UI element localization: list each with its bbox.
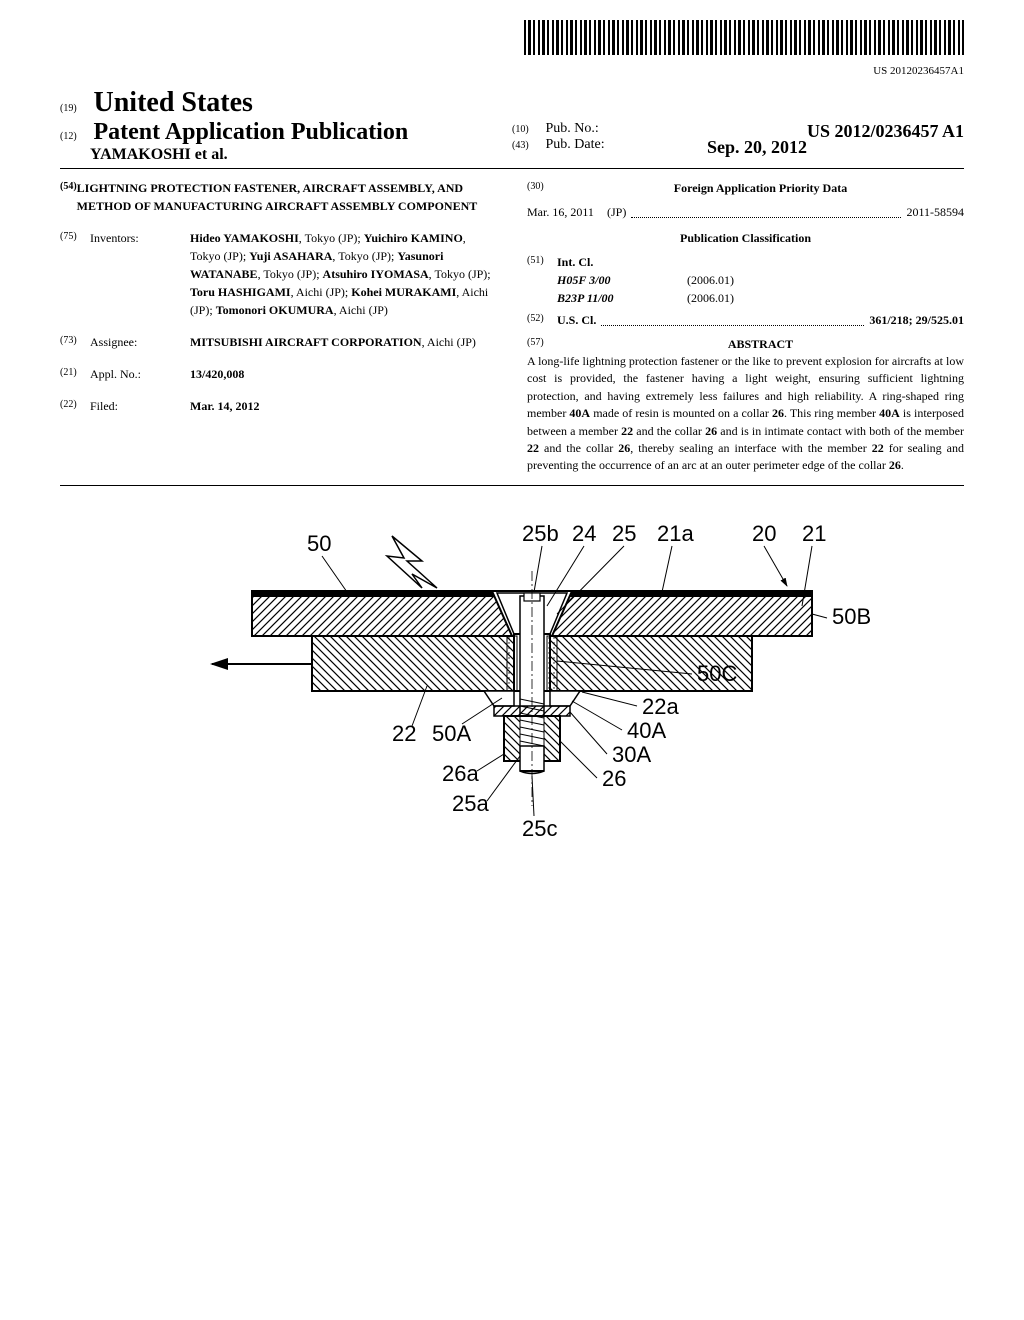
intcl-items: H05F 3/00 (2006.01) B23P 11/00 (2006.01)	[527, 271, 964, 307]
label-30A: 30A	[612, 742, 651, 767]
code-51: (51)	[527, 253, 557, 271]
abstract-header-row: (57) ABSTRACT	[527, 335, 964, 353]
left-column: (54) LIGHTNING PROTECTION FASTENER, AIRC…	[60, 179, 497, 475]
label-50: 50	[307, 531, 331, 556]
label-20: 20	[752, 521, 776, 546]
classification-header: Publication Classification	[527, 229, 964, 247]
barcode-graphic	[524, 20, 964, 55]
filed-date: Mar. 14, 2012	[190, 399, 260, 413]
dots-line	[631, 203, 901, 218]
country-line: (19) United States	[60, 87, 512, 119]
assignee-loc: , Aichi (JP)	[422, 335, 476, 349]
right-column: (30) Foreign Application Priority Data M…	[527, 179, 964, 475]
uscl-value: 361/218; 29/525.01	[869, 311, 964, 329]
code-19: (19)	[60, 103, 90, 114]
abstract-text: A long-life lightning protection fastene…	[527, 353, 964, 475]
label-25c: 25c	[522, 816, 557, 841]
assignee-value: MITSUBISHI AIRCRAFT CORPORATION, Aichi (…	[190, 333, 497, 351]
label-50B: 50B	[832, 604, 871, 629]
pub-no-line: (10) Pub. No.: US 2012/0236457 A1	[512, 121, 964, 137]
code-52: (52)	[527, 311, 557, 329]
appl-row: (21) Appl. No.: 13/420,008	[60, 365, 497, 383]
pub-date-label: Pub. Date:	[546, 137, 605, 152]
appl-value: 13/420,008	[190, 365, 497, 383]
invention-title: LIGHTNING PROTECTION FASTENER, AIRCRAFT …	[77, 179, 497, 215]
foreign-number: 2011-58594	[906, 203, 964, 221]
pub-type: Patent Application Publication	[94, 119, 409, 145]
label-40A: 40A	[627, 718, 666, 743]
figure-area: 50 25b 24 25 21a 20 21 50B 50C 22a 40A 3…	[60, 506, 964, 866]
label-22a: 22a	[642, 694, 679, 719]
label-26: 26	[602, 766, 626, 791]
pub-no-value: US 2012/0236457 A1	[807, 121, 964, 142]
uscl-row: (52) U.S. Cl. 361/218; 29/525.01	[527, 311, 964, 329]
ipc-code-1: B23P 11/00	[557, 289, 687, 307]
inventors-list: Hideo YAMAKOSHI, Tokyo (JP); Yuichiro KA…	[190, 229, 497, 319]
label-21a: 21a	[657, 521, 694, 546]
code-43: (43)	[512, 140, 542, 151]
ipc-code-0: H05F 3/00	[557, 271, 687, 289]
barcode-number: US 20120236457A1	[60, 65, 964, 77]
code-57: (57)	[527, 335, 557, 353]
foreign-header-row: (30) Foreign Application Priority Data	[527, 179, 964, 197]
label-25a: 25a	[452, 791, 489, 816]
country-name: United States	[94, 87, 253, 118]
authors: YAMAKOSHI et al.	[90, 146, 228, 163]
appl-label: Appl. No.:	[90, 365, 190, 383]
code-10: (10)	[512, 124, 542, 135]
code-54: (54)	[60, 179, 77, 215]
pub-no-label: Pub. No.:	[546, 121, 599, 136]
biblio-columns: (54) LIGHTNING PROTECTION FASTENER, AIRC…	[60, 179, 964, 486]
foreign-date: Mar. 16, 2011	[527, 203, 607, 221]
code-30: (30)	[527, 179, 557, 197]
code-73: (73)	[60, 333, 90, 351]
assignee-name: MITSUBISHI AIRCRAFT CORPORATION	[190, 335, 422, 349]
ipc-line-1: B23P 11/00 (2006.01)	[557, 289, 964, 307]
inventors-label: Inventors:	[90, 229, 190, 319]
filed-label: Filed:	[90, 397, 190, 415]
label-50C: 50C	[697, 661, 737, 686]
code-75: (75)	[60, 229, 90, 319]
ipc-line-0: H05F 3/00 (2006.01)	[557, 271, 964, 289]
uscl-val: 361/218; 29/525.01	[869, 313, 964, 327]
inventors-row: (75) Inventors: Hideo YAMAKOSHI, Tokyo (…	[60, 229, 497, 319]
barcode-region	[60, 20, 964, 60]
code-22: (22)	[60, 397, 90, 415]
intcl-row: (51) Int. Cl.	[527, 253, 964, 271]
label-21: 21	[802, 521, 826, 546]
ipc-date-0: (2006.01)	[687, 271, 734, 289]
header-left: (19) United States (12) Patent Applicati…	[60, 87, 512, 164]
ipc-date-1: (2006.01)	[687, 289, 734, 307]
filed-row: (22) Filed: Mar. 14, 2012	[60, 397, 497, 415]
code-21: (21)	[60, 365, 90, 383]
pub-type-line: (12) Patent Application Publication	[60, 119, 512, 146]
label-25b: 25b	[522, 521, 559, 546]
label-50A: 50A	[432, 721, 471, 746]
filed-value: Mar. 14, 2012	[190, 397, 497, 415]
appl-no: 13/420,008	[190, 367, 244, 381]
code-12: (12)	[60, 131, 90, 142]
pub-date-value: Sep. 20, 2012	[707, 137, 807, 158]
header-right: (10) Pub. No.: US 2012/0236457 A1 (43) P…	[512, 87, 964, 164]
foreign-country: (JP)	[607, 203, 626, 221]
assignee-label: Assignee:	[90, 333, 190, 351]
dots-line-2	[601, 311, 864, 326]
title-block: (54) LIGHTNING PROTECTION FASTENER, AIRC…	[60, 179, 497, 215]
patent-figure: 50 25b 24 25 21a 20 21 50B 50C 22a 40A 3…	[152, 506, 872, 866]
label-24: 24	[572, 521, 596, 546]
label-26a: 26a	[442, 761, 479, 786]
header-block: (19) United States (12) Patent Applicati…	[60, 87, 964, 169]
foreign-priority-row: Mar. 16, 2011 (JP) 2011-58594	[527, 203, 964, 221]
uscl-label: U.S. Cl.	[557, 311, 596, 329]
label-25: 25	[612, 521, 636, 546]
assignee-row: (73) Assignee: MITSUBISHI AIRCRAFT CORPO…	[60, 333, 497, 351]
intcl-label: Int. Cl.	[557, 253, 593, 271]
foreign-header: Foreign Application Priority Data	[557, 179, 964, 197]
abstract-header: ABSTRACT	[557, 335, 964, 353]
